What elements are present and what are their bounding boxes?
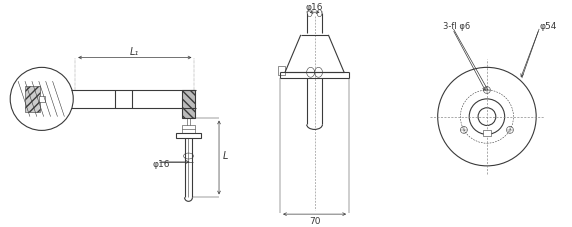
Bar: [114, 91, 132, 108]
Bar: [181, 126, 196, 134]
Bar: [25, 87, 40, 112]
Bar: [181, 91, 196, 118]
Bar: [483, 131, 491, 137]
Text: φ16: φ16: [152, 160, 169, 169]
Text: φ16: φ16: [306, 3, 323, 12]
Bar: [278, 67, 285, 76]
Text: 3-fl φ6: 3-fl φ6: [443, 22, 470, 31]
Bar: [176, 134, 201, 139]
Text: L₁: L₁: [130, 46, 140, 56]
Text: L: L: [223, 150, 229, 160]
Bar: [39, 96, 45, 102]
Text: φ54: φ54: [539, 22, 557, 31]
Text: 70: 70: [309, 216, 320, 225]
